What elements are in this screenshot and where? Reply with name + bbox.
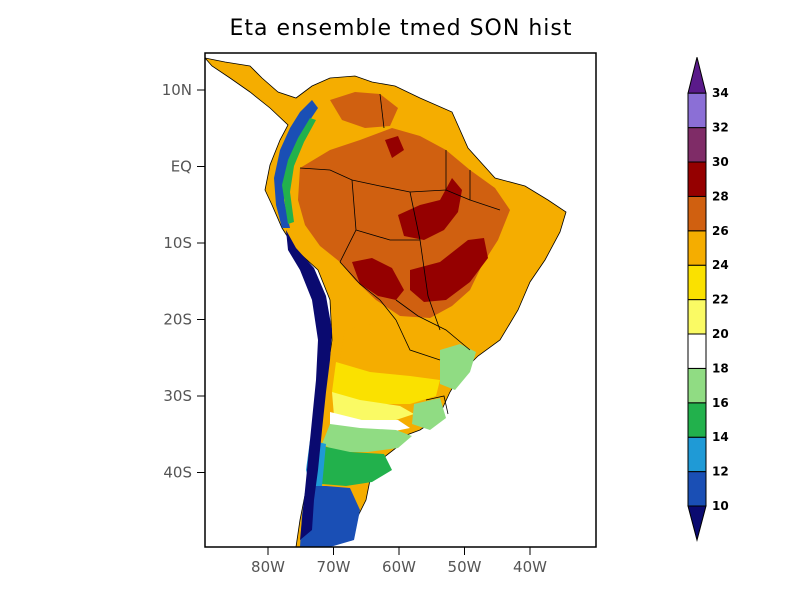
colorbar-label: 10	[712, 499, 729, 513]
lat-tick-label: 20S	[163, 311, 192, 329]
colorbar-segment	[687, 92, 707, 129]
colorbar: 10 12 14 16 18 20 22 24 26 28 30 32 34	[687, 57, 729, 542]
region-16-18-east	[440, 344, 476, 390]
colorbar-segment	[687, 230, 707, 266]
lat-tick-label: 40S	[163, 464, 192, 482]
colorbar-label: 32	[712, 121, 729, 135]
colorbar-segment	[687, 264, 707, 301]
latitude-axis: 10N EQ 10S 20S 30S 40S	[162, 81, 205, 482]
map-plot-area	[205, 57, 567, 547]
colorbar-label: 34	[712, 86, 729, 100]
colorbar-segment	[687, 402, 707, 438]
colorbar-label: 26	[712, 224, 729, 238]
colorbar-segment	[687, 195, 707, 232]
region-16-18	[322, 424, 412, 452]
lon-tick-label: 70W	[317, 558, 351, 576]
colorbar-segment	[687, 367, 707, 404]
colorbar-segment	[687, 333, 707, 369]
region-28-30-b	[352, 258, 404, 300]
lat-tick-label: 30S	[163, 387, 192, 405]
andes-low	[286, 230, 332, 540]
colorbar-label: 18	[712, 361, 729, 375]
colorbar-label: 12	[712, 465, 729, 479]
region-24-26-south	[340, 320, 470, 378]
region-14-16	[322, 446, 392, 486]
colorbar-label: 30	[712, 155, 729, 169]
map-frame	[204, 52, 597, 548]
colorbar-segment	[687, 471, 707, 507]
region-10-12	[300, 486, 360, 547]
map-title: Eta ensemble tmed SON hist	[229, 16, 573, 41]
region-16-18-rp	[412, 398, 446, 430]
region-28-30-d	[385, 136, 404, 158]
colorbar-segment	[687, 436, 707, 473]
lon-tick-label: 60W	[382, 558, 416, 576]
colorbar-low-triangle	[687, 505, 707, 542]
colorbar-high-triangle	[687, 57, 707, 94]
colorbar-label: 16	[712, 396, 729, 410]
colorbar-segment	[687, 127, 707, 163]
colorbar-label: 22	[712, 293, 729, 307]
longitude-axis: 80W 70W 60W 50W 40W	[251, 547, 547, 576]
lat-tick-label: 10S	[163, 234, 192, 252]
colorbar-segment	[687, 299, 707, 335]
lon-tick-label: 50W	[448, 558, 482, 576]
lon-tick-label: 80W	[251, 558, 285, 576]
colorbar-label: 28	[712, 189, 729, 203]
lat-tick-label: EQ	[171, 158, 192, 176]
colorbar-label: 20	[712, 327, 729, 341]
andes-north-green	[282, 118, 316, 224]
colorbar-label: 14	[712, 430, 729, 444]
country-borders	[299, 93, 501, 415]
region-20-22	[332, 392, 414, 420]
region-28-30-a	[398, 178, 462, 240]
colorbar-label: 24	[712, 258, 729, 272]
colorbar-segment	[687, 161, 707, 197]
region-22-24	[332, 362, 440, 404]
region-28-30-c	[410, 238, 488, 302]
lat-tick-label: 10N	[162, 81, 192, 99]
andes-north	[274, 100, 318, 228]
lon-tick-label: 40W	[513, 558, 547, 576]
